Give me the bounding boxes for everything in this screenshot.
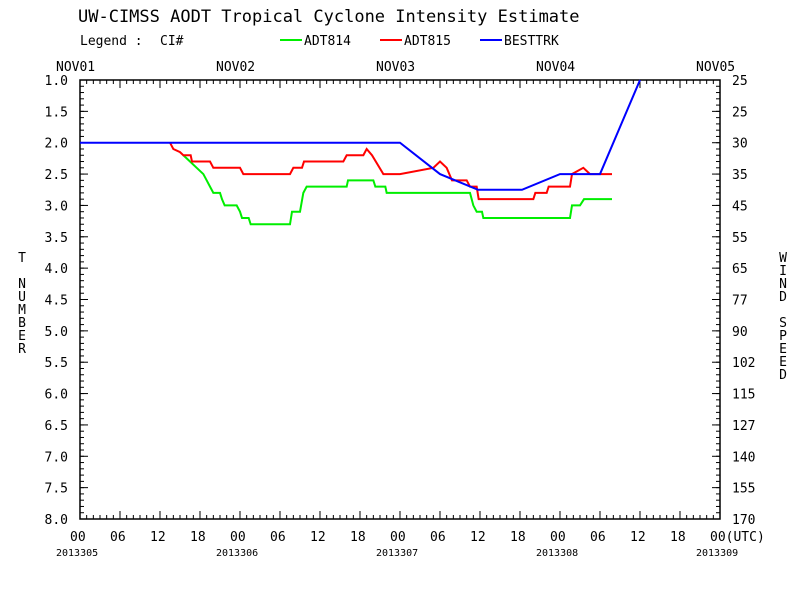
top-date-label: NOV01 xyxy=(56,60,95,75)
axis-label-char: E xyxy=(18,329,26,344)
legend-entry: ADT814 xyxy=(304,34,351,49)
x-tick-label: 06 xyxy=(110,530,126,545)
x-tick-label: 00 xyxy=(230,530,246,545)
axis-label-char: R xyxy=(18,342,26,357)
axis-label-char: D xyxy=(779,368,787,383)
y-tick-label-right: 30 xyxy=(732,137,748,152)
y-tick-label-right: 127 xyxy=(732,419,755,434)
axis-label-char: P xyxy=(779,329,787,344)
top-date-label: NOV05 xyxy=(696,60,735,75)
y-tick-label-left: 4.0 xyxy=(45,262,68,277)
legend-entry: BESTTRK xyxy=(504,34,559,49)
y-tick-label-right: 77 xyxy=(732,294,748,309)
y-tick-label-right: 90 xyxy=(732,325,748,340)
x-tick-label: 12 xyxy=(150,530,166,545)
legend-entry: ADT815 xyxy=(404,34,451,49)
x-tick-label: 00 xyxy=(550,530,566,545)
x-tick-label: 06 xyxy=(430,530,446,545)
axis-label-char: M xyxy=(18,303,26,318)
y-tick-label-left: 2.0 xyxy=(45,137,68,152)
axis-label-char: N xyxy=(18,277,26,292)
x-tick-label: 12 xyxy=(310,530,326,545)
plot-frame xyxy=(79,79,721,520)
x-tick-label: 18 xyxy=(350,530,366,545)
x-tick-label: 06 xyxy=(590,530,606,545)
y-tick-label-left: 3.5 xyxy=(45,231,68,246)
y-tick-label-right: 35 xyxy=(732,168,748,183)
axis-label-char: T xyxy=(18,251,26,266)
legend: ADT814 ADT815 BESTTRK xyxy=(280,34,559,49)
x-tick-label: 00 xyxy=(390,530,406,545)
y-tick-label-right: 115 xyxy=(732,388,755,403)
x-tick-label: 00(UTC) xyxy=(710,530,765,545)
x-tick-label: 00 xyxy=(70,530,86,545)
julian-date-label: 2013305 xyxy=(56,548,98,559)
y-tick-label-right: 25 xyxy=(732,74,748,89)
x-tick-label: 12 xyxy=(470,530,486,545)
axis-label-char: E xyxy=(779,342,787,357)
axis-label-char: W xyxy=(779,251,787,266)
y-tick-label-left: 6.0 xyxy=(45,388,68,403)
y-tick-label-left: 6.5 xyxy=(45,419,68,434)
top-date-label: NOV02 xyxy=(216,60,255,75)
legend-label: Legend : xyxy=(80,34,143,49)
y-tick-label-left: 7.0 xyxy=(45,450,68,465)
top-date-label: NOV03 xyxy=(376,60,415,75)
x-tick-label: 06 xyxy=(270,530,286,545)
legend-ci: CI# xyxy=(160,34,184,49)
y-tick-label-left: 1.0 xyxy=(45,74,68,89)
series-line-besttrk xyxy=(80,79,641,191)
axis-label-char: D xyxy=(779,290,787,305)
y-tick-label-right: 25 xyxy=(732,105,748,120)
y-tick-label-left: 4.5 xyxy=(45,294,68,309)
julian-date-label: 2013306 xyxy=(216,548,258,559)
y-tick-label-left: 2.5 xyxy=(45,168,68,183)
y-tick-label-left: 5.5 xyxy=(45,356,68,371)
top-date-label: NOV04 xyxy=(536,60,575,75)
x-tick-label: 18 xyxy=(670,530,686,545)
julian-date-label: 2013309 xyxy=(696,548,738,559)
y-tick-label-right: 155 xyxy=(732,482,755,497)
x-tick-label: 12 xyxy=(630,530,646,545)
y-tick-label-right: 170 xyxy=(732,513,755,528)
y-tick-label-left: 3.0 xyxy=(45,199,68,214)
chart-title: UW-CIMSS AODT Tropical Cyclone Intensity… xyxy=(78,7,580,27)
axis-label-char: E xyxy=(779,355,787,370)
y-tick-label-right: 102 xyxy=(732,356,755,371)
y-tick-label-right: 140 xyxy=(732,450,755,465)
y-tick-label-left: 7.5 xyxy=(45,482,68,497)
y-tick-label-right: 55 xyxy=(732,231,748,246)
axis-label-char: N xyxy=(779,277,787,292)
axis-label-char: B xyxy=(18,316,26,331)
axis-label-char: S xyxy=(779,316,787,331)
series-line-adt814 xyxy=(182,154,612,226)
axis-label-char: I xyxy=(779,264,787,279)
julian-date-label: 2013307 xyxy=(376,548,418,559)
series-line-adt815 xyxy=(169,142,612,201)
x-tick-label: 18 xyxy=(510,530,526,545)
julian-date-label: 2013308 xyxy=(536,548,578,559)
y-tick-label-left: 1.5 xyxy=(45,105,68,120)
axis-label-char: U xyxy=(18,290,26,305)
y-tick-label-left: 5.0 xyxy=(45,325,68,340)
y-tick-label-right: 65 xyxy=(732,262,748,277)
x-tick-label: 18 xyxy=(190,530,206,545)
y-tick-label-right: 45 xyxy=(732,199,748,214)
y-tick-label-left: 8.0 xyxy=(45,513,68,528)
